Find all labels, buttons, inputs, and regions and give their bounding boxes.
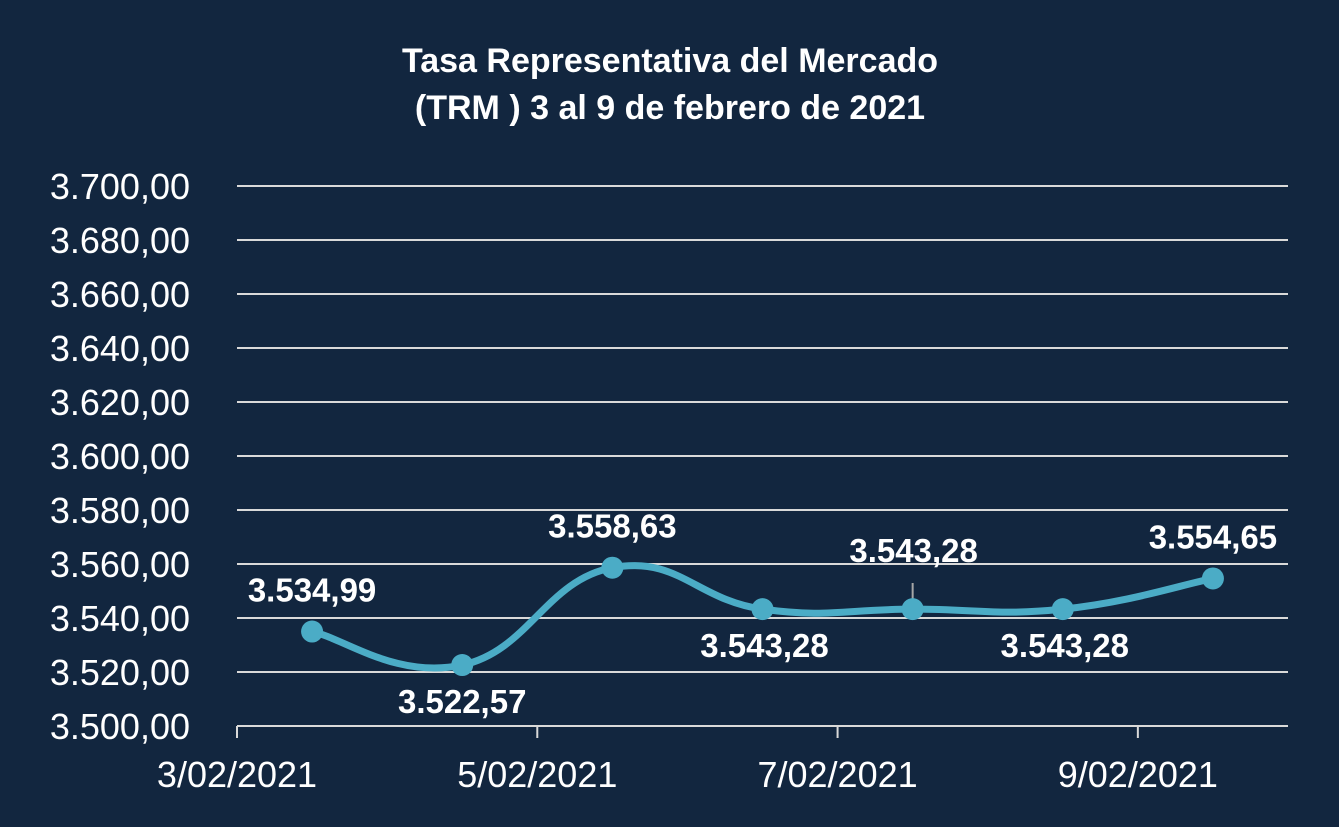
y-tick-label: 3.680,00 [50, 220, 190, 261]
chart-title-line-1: Tasa Representativa del Mercado [402, 42, 938, 80]
y-tick-label: 3.560,00 [50, 544, 190, 585]
y-tick-label: 3.500,00 [50, 706, 190, 747]
y-tick-label: 3.600,00 [50, 436, 190, 477]
data-point [301, 620, 324, 643]
data-point [751, 598, 774, 621]
x-tick-label: 5/02/2021 [457, 754, 617, 795]
chart-title-line-2: (TRM ) 3 al 9 de febrero de 2021 [415, 89, 925, 127]
x-tick-label: 3/02/2021 [157, 754, 317, 795]
x-tick-label: 9/02/2021 [1058, 754, 1218, 795]
y-tick-label: 3.700,00 [50, 166, 190, 207]
x-tick-label: 7/02/2021 [757, 754, 917, 795]
data-point [1201, 567, 1224, 590]
y-axis-tick-labels: 3.500,00 3.520,00 3.540,00 3.560,00 3.580,00… [50, 166, 190, 747]
data-label: 3.534,99 [248, 572, 376, 609]
data-point [451, 654, 474, 677]
data-label: 3.543,28 [1001, 627, 1129, 664]
data-labels: 3.534,99 3.522,57 3.558,63 3.543,28 3.543,28… [248, 508, 1277, 720]
data-label: 3.522,57 [398, 683, 526, 720]
data-point [601, 556, 624, 579]
y-tick-label: 3.580,00 [50, 490, 190, 531]
y-tick-label: 3.640,00 [50, 328, 190, 369]
y-tick-label: 3.620,00 [50, 382, 190, 423]
data-label: 3.543,28 [700, 627, 828, 664]
series [301, 556, 1224, 677]
data-label: 3.543,28 [849, 532, 977, 569]
x-axis: 3/02/2021 5/02/2021 7/02/2021 9/02/2021 [157, 725, 1288, 795]
data-point [1051, 598, 1074, 621]
data-label: 3.558,63 [548, 508, 676, 545]
data-label: 3.554,65 [1149, 518, 1277, 555]
y-tick-label: 3.540,00 [50, 598, 190, 639]
data-point [901, 598, 924, 621]
y-tick-label: 3.660,00 [50, 274, 190, 315]
y-tick-label: 3.520,00 [50, 652, 190, 693]
gridlines [237, 185, 1288, 673]
